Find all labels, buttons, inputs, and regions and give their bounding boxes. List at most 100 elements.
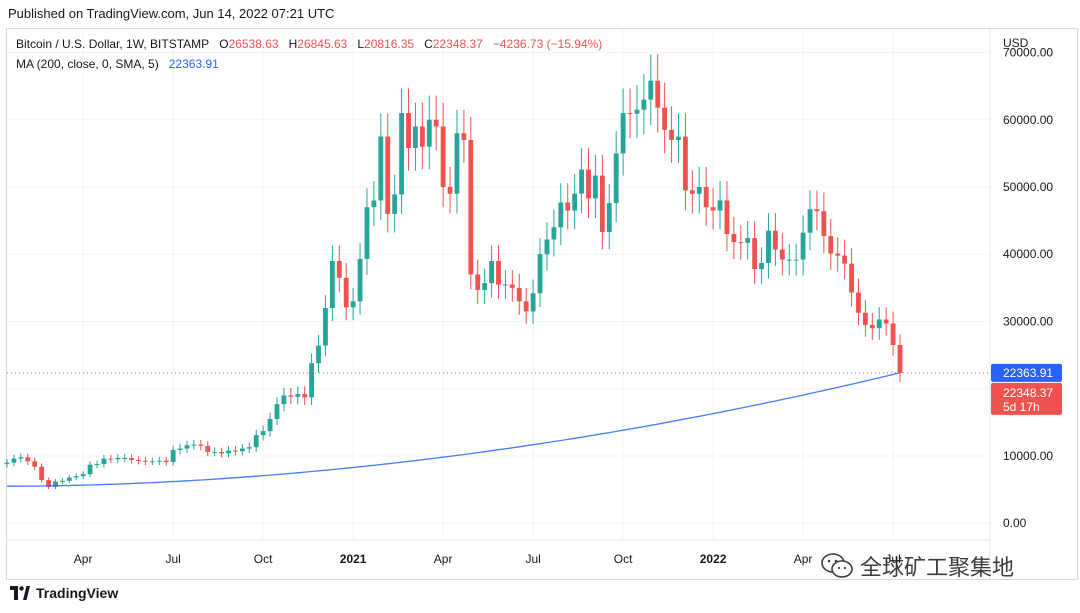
- candle-body: [745, 238, 751, 243]
- candle-body: [461, 133, 467, 140]
- low-value: 20816.35: [364, 37, 415, 51]
- candle-body: [537, 254, 543, 294]
- candle-body: [710, 207, 716, 211]
- candle-body: [883, 319, 889, 324]
- candle-body: [239, 448, 245, 452]
- open-value: 26538.63: [228, 37, 279, 51]
- candle-body: [170, 449, 176, 463]
- candle-body: [738, 242, 744, 244]
- candle-body: [316, 345, 321, 364]
- candle-body: [897, 345, 903, 373]
- candle-body: [129, 457, 135, 460]
- candle-body: [302, 394, 308, 398]
- candle-body: [399, 113, 405, 195]
- candle-body: [717, 200, 723, 211]
- published-info: Published on TradingView.com, Jun 14, 20…: [8, 6, 335, 21]
- candle-body: [53, 481, 58, 487]
- candle-body: [80, 474, 86, 477]
- countdown-text: 5d 17h: [1003, 400, 1040, 414]
- candle-body: [662, 107, 668, 130]
- candle-body: [565, 202, 571, 211]
- candle-body: [219, 451, 225, 454]
- candle-body: [32, 461, 38, 467]
- candle-body: [101, 458, 107, 465]
- wechat-icon: [821, 553, 853, 578]
- change-value: −4236.73 (−15.94%): [492, 37, 603, 51]
- x-tick-label: Jul: [885, 552, 900, 566]
- candle-body: [641, 99, 647, 110]
- candle-body: [73, 476, 79, 478]
- ma-label[interactable]: MA (200, close, 0, SMA, 5): [16, 57, 159, 71]
- candle-body: [136, 459, 141, 461]
- ma-price-tag: [991, 363, 1062, 382]
- candle-body: [191, 444, 197, 446]
- candle-body: [876, 319, 882, 329]
- candle-body: [267, 418, 273, 432]
- candle-body: [682, 136, 688, 191]
- candle-body: [295, 394, 301, 397]
- ma-value: 22363.91: [168, 57, 219, 71]
- x-tick-label: Jul: [525, 552, 540, 566]
- candle-body: [572, 193, 578, 211]
- candle-body: [821, 211, 827, 237]
- candle-body: [11, 458, 17, 463]
- candle-body: [849, 263, 854, 293]
- candle-body: [115, 457, 121, 460]
- ma-legend: MA (200, close, 0, SMA, 5) 22363.91: [16, 57, 219, 71]
- candle-body: [752, 238, 758, 270]
- candle-body: [482, 283, 488, 290]
- close-value: 22348.37: [432, 37, 483, 51]
- candle-body: [149, 461, 155, 463]
- candle-body: [523, 301, 529, 312]
- candle-body: [724, 200, 730, 235]
- x-tick-label: 2022: [700, 552, 727, 566]
- candle-body: [766, 230, 771, 263]
- y-tick-label: 70000.00: [1003, 46, 1053, 60]
- candle-body: [419, 126, 425, 147]
- candle-body: [579, 169, 584, 194]
- candle-body: [343, 277, 349, 308]
- candle-body: [143, 460, 148, 462]
- candle-body: [613, 153, 619, 204]
- candle-body: [288, 395, 294, 397]
- last-price-tag: [991, 382, 1062, 415]
- candle-body: [489, 260, 495, 284]
- candle-body: [177, 448, 183, 450]
- candle-body: [627, 113, 633, 115]
- candle-body: [371, 200, 377, 208]
- candle-body: [18, 457, 24, 459]
- candle-body: [392, 194, 398, 214]
- candle-body: [25, 457, 31, 462]
- candle-body: [592, 175, 598, 199]
- watermark: 全球矿工聚集地: [820, 550, 1014, 582]
- candle-body: [856, 292, 861, 313]
- candle-body: [676, 136, 681, 140]
- high-label: H: [288, 37, 298, 51]
- candle-body: [869, 324, 875, 329]
- candle-body: [634, 109, 640, 114]
- candle-body: [184, 445, 190, 449]
- candle-body: [655, 80, 661, 108]
- candle-body: [364, 207, 370, 259]
- candle-body: [496, 260, 501, 285]
- y-tick-label: 30000.00: [1003, 314, 1053, 328]
- y-tick-label: 50000.00: [1003, 180, 1053, 194]
- y-tick-label: 40000.00: [1003, 247, 1053, 261]
- candle-body: [426, 119, 432, 147]
- candle-body: [606, 203, 612, 233]
- chart-frame[interactable]: [6, 28, 1078, 580]
- candle-body: [468, 139, 474, 275]
- tradingview-footer[interactable]: TradingView: [10, 585, 118, 601]
- candle-body: [814, 209, 820, 212]
- candle-body: [759, 262, 764, 270]
- candle-body: [233, 450, 238, 452]
- ma-200-line: [7, 372, 901, 487]
- candle-body: [669, 129, 674, 140]
- candle-body: [198, 444, 204, 446]
- x-tick-label: Jul: [165, 552, 180, 566]
- symbol-label[interactable]: Bitcoin / U.S. Dollar, 1W, BITSTAMP: [16, 37, 210, 51]
- candle-body: [703, 187, 709, 208]
- candle-body: [890, 323, 896, 346]
- candle-body: [413, 126, 418, 149]
